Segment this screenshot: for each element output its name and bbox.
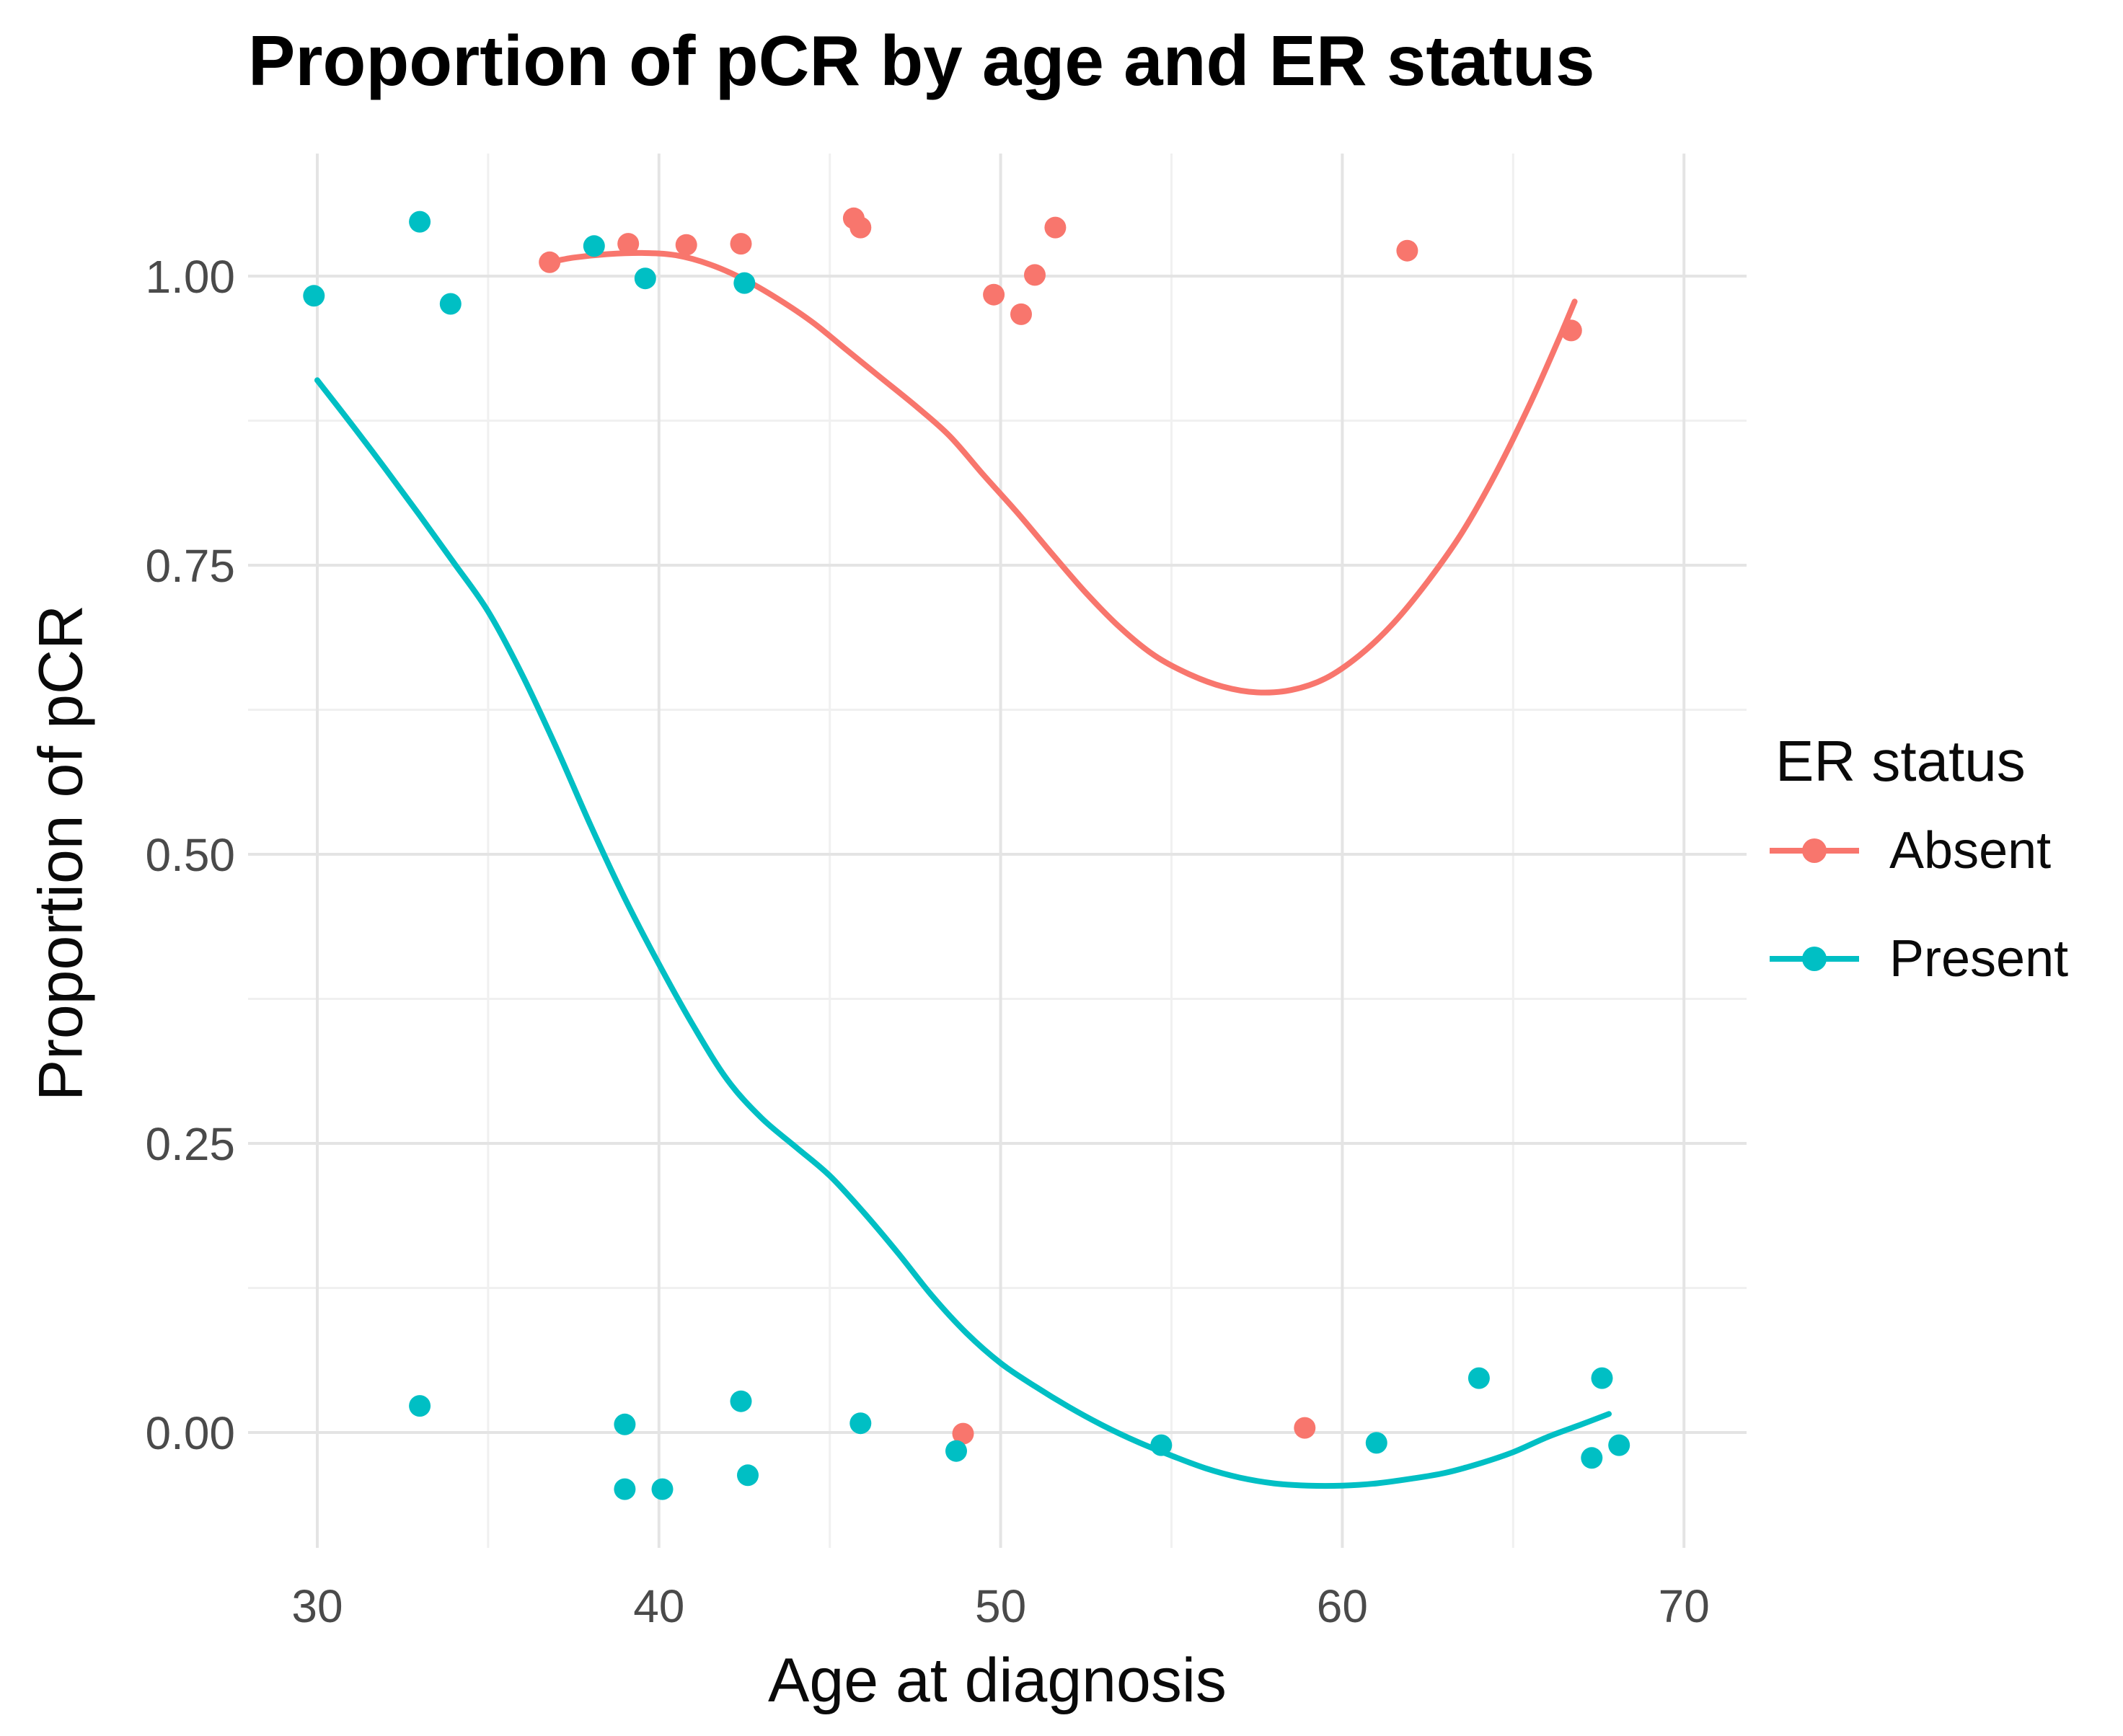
smooth-line-absent [547,249,1578,696]
data-point [614,1413,636,1435]
y-tick-label: 0.50 [145,829,235,881]
gridlines-minor [248,154,1747,1548]
data-point [303,285,325,307]
legend-label-present: Present [1889,930,2069,988]
x-tick-label: 70 [1659,1580,1710,1632]
data-point [651,1478,674,1500]
legend-label-absent: Absent [1889,822,2052,880]
chart-title: Proportion of pCR by age and ER status [248,21,1595,100]
y-tick-label: 0.00 [145,1407,235,1459]
data-point [952,1422,974,1445]
data-point [614,1478,636,1500]
data-point [675,234,697,256]
data-point [1024,264,1046,286]
y-tick-label: 1.00 [145,251,235,303]
data-point [617,233,640,255]
data-point [849,216,872,239]
data-point [733,272,756,294]
x-tick-label: 60 [1317,1580,1368,1632]
legend-key-present-icon [1770,947,1859,971]
x-axis-title: Age at diagnosis [768,1646,1227,1715]
data-point [1044,216,1067,239]
data-point [737,1464,759,1487]
legend-item-present: Present [1767,929,2068,989]
data-point [1581,1447,1603,1469]
y-tick-labels: 0.00 0.25 0.50 0.75 1.00 [145,251,235,1459]
data-point [730,233,752,255]
x-tick-label: 30 [291,1580,343,1632]
points-present [303,211,1630,1500]
y-tick-label: 0.75 [145,540,235,592]
data-point [1467,1367,1490,1389]
data-point [634,267,656,290]
legend-item-absent: Absent [1767,820,2051,881]
x-tick-label: 50 [975,1580,1026,1632]
x-tick-label: 40 [633,1580,684,1632]
data-point [1010,303,1032,325]
data-point [1150,1434,1173,1456]
data-point [409,211,431,233]
data-point [539,251,561,273]
data-point [730,1390,752,1412]
data-point [439,293,462,315]
y-axis-title: Proportion of pCR [26,604,96,1102]
gridlines-major [248,154,1747,1548]
legend-title: ER status [1775,729,2026,793]
data-point [1560,319,1582,342]
data-point [983,283,1005,306]
points-absent [539,207,1582,1445]
data-point [409,1395,431,1417]
y-tick-label: 0.25 [145,1118,235,1170]
data-point [1365,1432,1387,1454]
data-point [945,1440,967,1462]
data-point [1294,1417,1316,1439]
data-point [583,235,605,257]
x-tick-labels: 30 40 50 60 70 [291,1580,1709,1632]
data-point [1608,1434,1630,1456]
data-point [1396,239,1418,262]
smooth-line-present [314,377,1612,1489]
data-point [1591,1367,1613,1389]
legend-key-absent-icon [1770,838,1859,863]
data-point [849,1412,872,1435]
